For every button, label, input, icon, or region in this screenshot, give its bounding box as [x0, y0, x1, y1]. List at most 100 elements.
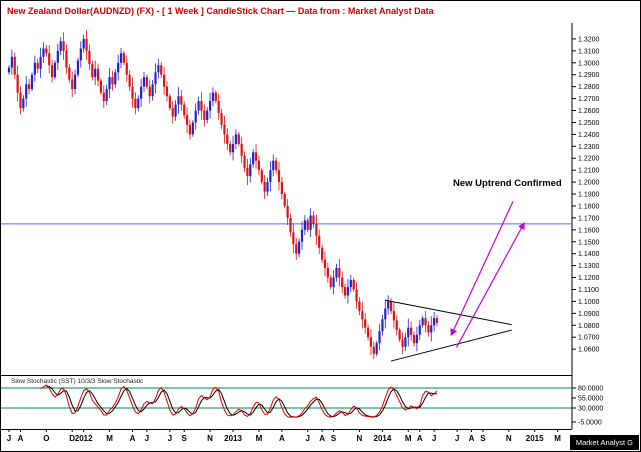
candle-body [424, 318, 427, 326]
candle-body [13, 56, 16, 75]
candle-body [45, 48, 48, 54]
x-axis-label: D [69, 434, 75, 443]
candle-body [335, 268, 338, 278]
y-axis-label: 1.2300 [578, 144, 600, 151]
candle-body [320, 247, 324, 260]
y-axis-label: 1.1100 [578, 287, 599, 294]
candle-body [30, 74, 34, 90]
candle-body [180, 96, 183, 105]
candle-body [197, 100, 200, 111]
y-axis-label: 1.1600 [578, 227, 600, 234]
candle-body [246, 167, 249, 177]
candle-body [389, 301, 393, 311]
candle-body [76, 60, 80, 75]
candle-body [415, 334, 418, 344]
candle-body [309, 215, 312, 230]
stoch-d-line [46, 385, 438, 418]
candle-body [174, 104, 177, 117]
x-axis-label: A [130, 434, 136, 443]
candle-body [94, 68, 97, 78]
x-axis-label: J [168, 434, 172, 443]
candle-body [361, 310, 364, 320]
candle-body [117, 62, 120, 73]
candle-body [191, 122, 194, 135]
candle-body [108, 77, 111, 90]
candle-body [260, 170, 263, 183]
y-axis-label: 1.1700 [578, 215, 600, 222]
candle-body [355, 289, 358, 302]
candle-body [266, 182, 269, 192]
x-axis-label: A [469, 434, 475, 443]
candle-body [323, 259, 327, 269]
candle-body [85, 38, 88, 51]
candle-body [62, 41, 65, 51]
candle-body [171, 108, 174, 117]
candle-body [364, 319, 367, 328]
candle-body [352, 279, 355, 290]
candle-body [343, 287, 347, 296]
candle-body [53, 62, 57, 78]
candle-body [105, 89, 108, 101]
x-axis-label: 2014 [374, 434, 392, 443]
candle-body [395, 320, 398, 331]
x-axis-label: A [319, 434, 325, 443]
y-axis-label: 1.2200 [578, 156, 600, 163]
candle-body [48, 53, 51, 66]
y-axis-label: 1.2500 [578, 120, 600, 127]
candle-body [88, 50, 91, 64]
candle-body [435, 318, 439, 323]
candle-body [56, 50, 59, 63]
x-axis-label: O [43, 434, 49, 443]
y-axis-label: 1.0900 [578, 311, 600, 318]
candle-body [298, 241, 301, 254]
y-axis-label: 1.2600 [578, 108, 600, 115]
candle-body [433, 318, 436, 326]
candle-body [211, 92, 215, 101]
candle-body [249, 164, 252, 177]
x-axis-label: M [554, 434, 561, 443]
candle-body [25, 84, 28, 99]
candle-body [165, 86, 169, 97]
y-axis-label: 1.1500 [578, 239, 600, 246]
candle-body [33, 62, 36, 75]
candle-body [177, 96, 180, 105]
candle-body [22, 98, 25, 109]
candle-body [234, 134, 238, 144]
candle-body [427, 325, 430, 333]
y-axis-label: 1.1000 [578, 299, 600, 306]
y-axis-label: 1.1800 [578, 203, 600, 210]
indicator-label: Slow Stochastic (SST) 10/3/3 Slow Stocha… [11, 378, 144, 385]
x-axis-label: 2013 [224, 434, 242, 443]
candle-body [214, 92, 217, 101]
candle-body [407, 327, 410, 338]
candle-body [292, 232, 295, 245]
candle-body [272, 160, 275, 171]
candle-body [82, 38, 85, 49]
candle-body [140, 86, 143, 99]
y-axis-label: 1.3200 [578, 36, 600, 43]
candle-body [326, 268, 329, 278]
candle-body [312, 215, 315, 224]
candle-body [318, 235, 321, 248]
y-axis-label: 1.2100 [578, 168, 600, 175]
candle-body [185, 115, 189, 125]
x-axis-label: J [432, 434, 436, 443]
candle-body [131, 86, 134, 99]
candle-body [50, 65, 54, 78]
candle-body [237, 134, 240, 144]
candle-body [412, 334, 416, 344]
candle-body [430, 325, 433, 333]
candle-body [73, 74, 77, 90]
candle-body [223, 124, 226, 135]
x-axis-label: M [405, 434, 412, 443]
annotation-text: New Uptrend Confirmed [453, 178, 562, 189]
candle-body [410, 327, 413, 335]
y-axis-label: 1.1200 [578, 275, 600, 282]
candle-body [392, 310, 396, 321]
x-axis-label: M [106, 434, 113, 443]
candle-body [91, 63, 94, 78]
candle-body [263, 182, 266, 192]
x-axis-label: S [182, 434, 188, 443]
